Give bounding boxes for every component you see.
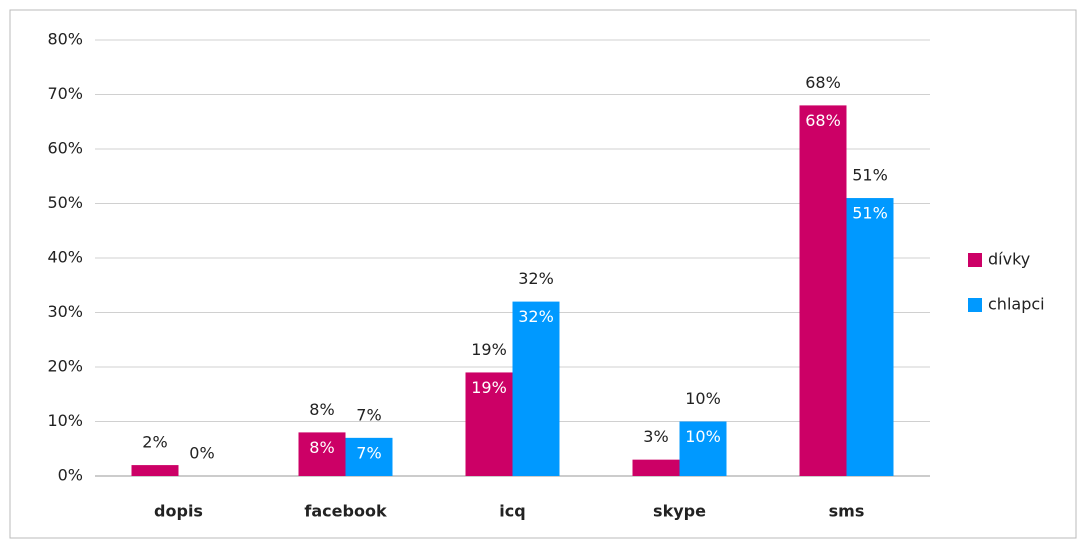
x-tick-label: skype [653,502,706,521]
x-tick-label: dopis [154,502,203,521]
legend-swatch [968,298,982,312]
inner-value-label: 32% [518,307,554,326]
y-tick-label: 50% [47,193,83,212]
value-label: 19% [471,340,507,359]
y-tick-label: 60% [47,139,83,158]
bar [298,432,346,476]
inner-value-label: 10% [685,427,721,446]
y-tick-label: 30% [47,302,83,321]
value-label: 3% [643,427,668,446]
x-tick-label: facebook [304,502,387,521]
inner-value-label: 51% [852,204,888,223]
y-tick-label: 0% [58,466,83,485]
x-tick-label: sms [829,502,865,521]
legend-label: chlapci [988,295,1045,314]
chart-frame [9,9,1077,539]
y-tick-label: 20% [47,357,83,376]
value-label: 68% [805,73,841,92]
y-tick-label: 10% [47,411,83,430]
y-tick-label: 70% [47,84,83,103]
inner-value-label: 19% [471,378,507,397]
value-label: 0% [189,444,214,463]
bar [465,372,513,476]
value-label: 10% [685,389,721,408]
value-label: 2% [142,433,167,452]
bar [512,301,560,476]
value-label: 8% [309,400,334,419]
inner-value-label: 7% [356,443,381,462]
value-label: 32% [518,269,554,288]
bar [345,437,393,476]
legend-label: dívky [988,250,1030,269]
bar [846,198,894,477]
bar [799,105,847,477]
y-tick-label: 40% [47,248,83,267]
inner-value-label: 68% [805,111,841,130]
inner-value-label: 8% [309,438,334,457]
value-label: 51% [852,166,888,185]
y-tick-label: 80% [47,30,83,49]
legend-swatch [968,253,982,267]
bar [632,459,680,476]
bar [679,421,727,476]
value-label: 7% [356,405,381,424]
x-tick-label: icq [499,502,525,521]
bar [131,465,179,476]
